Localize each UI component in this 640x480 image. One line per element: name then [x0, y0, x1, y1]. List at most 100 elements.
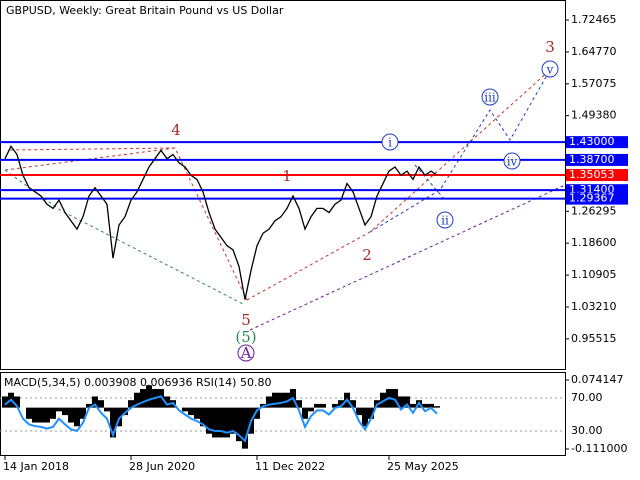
wave-circle: [503, 152, 521, 170]
wave-line: [4, 169, 246, 306]
macd-bar: [122, 407, 128, 416]
macd-bar: [404, 396, 410, 408]
macd-bar: [350, 400, 356, 408]
macd-bar: [92, 396, 98, 408]
level-tag: [566, 153, 628, 166]
indicator-panel: [0, 372, 566, 456]
macd-bar: [320, 403, 326, 408]
x-tick-label: 28 Jun 2020: [129, 460, 195, 473]
macd-bar: [44, 407, 50, 423]
macd-bar: [134, 392, 140, 408]
wave-label: A: [240, 344, 252, 362]
x-tick-label: 25 May 2025: [387, 460, 459, 473]
main-panel: [0, 0, 566, 370]
wave-circle: [541, 60, 559, 78]
level-label: 1.35053: [569, 168, 615, 181]
macd-bar: [410, 403, 416, 408]
wave-label: v: [546, 63, 554, 77]
x-tick-label: 14 Jan 2018: [3, 460, 69, 473]
macd-bar: [194, 407, 200, 419]
wave-label: iii: [484, 91, 496, 105]
y-tick-label: 1.49380: [571, 109, 617, 122]
macd-bar: [110, 407, 116, 438]
y-tick-label: 1.26295: [571, 204, 617, 217]
macd-bar: [338, 400, 344, 408]
wave-label: (5): [235, 328, 256, 346]
y-tick-label: 0.074147: [571, 373, 624, 386]
macd-bar: [206, 407, 212, 434]
level-tag: [566, 192, 628, 205]
macd-bar: [356, 407, 362, 416]
macd-bar: [14, 396, 20, 408]
wave-circle: [381, 133, 399, 151]
level-tag: [566, 169, 628, 182]
macd-bar: [272, 392, 278, 408]
y-tick-label: 1.10905: [571, 268, 617, 281]
level-label: 1.43000: [569, 135, 615, 148]
macd-bar: [368, 407, 374, 419]
y-tick-label: -0.111000: [571, 442, 627, 455]
wave-line: [249, 184, 566, 331]
macd-bar: [218, 407, 224, 438]
level-label: 1.29367: [569, 192, 615, 205]
chart-title: GBPUSD, Weekly: Great Britain Pound vs U…: [6, 4, 284, 17]
level-tag: [566, 136, 628, 149]
wave-line: [414, 164, 446, 201]
macd-bar: [266, 396, 272, 408]
macd-bar: [428, 403, 434, 408]
price-line: [4, 144, 438, 300]
macd-bar: [32, 407, 38, 423]
macd-bar: [140, 388, 146, 408]
wave-circle: [237, 344, 255, 362]
y2-tick-label: 30.00: [571, 424, 603, 437]
macd-bar: [302, 407, 308, 419]
macd-bar: [50, 407, 56, 419]
macd-bar: [86, 403, 92, 408]
indicator-title: MACD(5,34,5) 0.003908 0.006936 RSI(14) 5…: [4, 376, 271, 389]
macd-bar: [398, 396, 404, 408]
macd-bar: [128, 400, 134, 408]
macd-bar: [26, 407, 32, 419]
macd-bar: [80, 407, 86, 419]
macd-bar: [200, 407, 206, 427]
y-tick-label: 0.95515: [571, 332, 617, 345]
wave-line: [9, 147, 248, 301]
macd-bar: [104, 407, 110, 412]
wave-label: 3: [545, 38, 555, 56]
macd-bar: [62, 407, 68, 416]
macd-bar: [56, 407, 62, 412]
macd-bar: [68, 407, 74, 423]
wave-circle: [436, 211, 454, 229]
macd-bar: [2, 396, 8, 408]
macd-bar: [254, 407, 260, 419]
y-tick-label: 1.64770: [571, 45, 617, 58]
macd-bar: [212, 407, 218, 438]
x-tick-label: 11 Dec 2022: [255, 460, 325, 473]
macd-bar: [422, 403, 428, 408]
wave-label: 5: [241, 311, 251, 329]
macd-bar: [236, 407, 242, 442]
macd-bar: [224, 407, 230, 438]
macd-bar: [278, 392, 284, 408]
macd-bar: [434, 406, 440, 408]
macd-bar: [230, 407, 236, 434]
macd-bar: [74, 407, 80, 427]
macd-bar: [116, 407, 122, 427]
macd-bar: [182, 407, 188, 412]
macd-bar: [158, 388, 164, 408]
level-label: 1.38700: [569, 153, 615, 166]
wave-label: 4: [171, 121, 181, 139]
y-tick-label: 1.72465: [571, 13, 617, 26]
macd-bar: [164, 396, 170, 408]
macd-bar: [332, 403, 338, 408]
wave-label: ii: [441, 214, 449, 228]
y-tick-label: 1.18600: [571, 236, 617, 249]
wave-label: 1: [282, 167, 292, 185]
macd-bar: [188, 407, 194, 416]
wave-label: 2: [362, 246, 372, 264]
y2-tick-label: 70.00: [571, 391, 603, 404]
wave-circle: [481, 88, 499, 106]
macd-bar: [242, 407, 248, 449]
